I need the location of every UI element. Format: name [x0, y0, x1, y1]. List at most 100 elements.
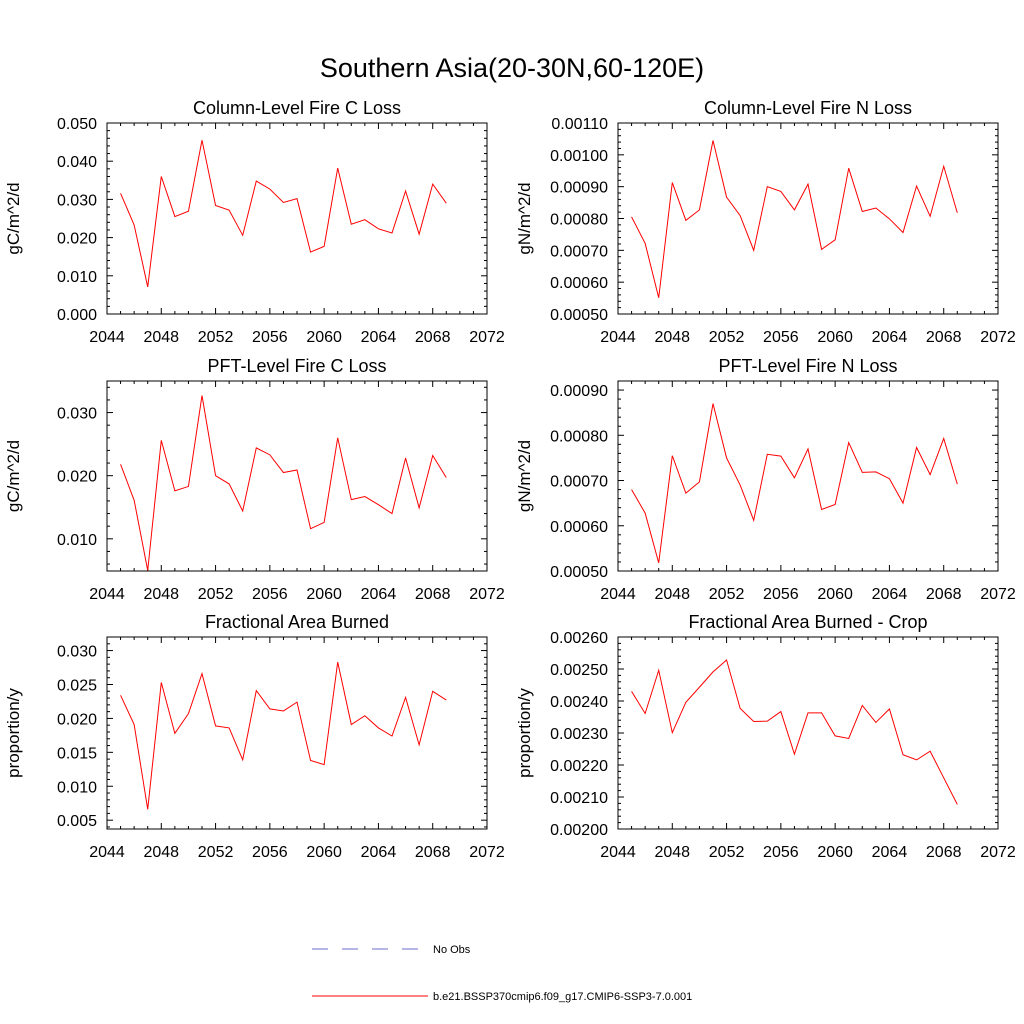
x-tick-label: 2064: [361, 329, 397, 346]
x-tick-label: 2068: [926, 844, 962, 861]
y-tick-label: 0.00260: [550, 630, 608, 647]
x-tick-label: 2044: [89, 586, 125, 603]
series-line: [631, 140, 958, 298]
x-tick-label: 2056: [763, 329, 799, 346]
y-tick-label: 0.00080: [550, 212, 608, 229]
y-tick-label: 0.00060: [550, 519, 608, 536]
x-tick-label: 2060: [817, 844, 853, 861]
y-tick-label: 0.020: [57, 711, 97, 728]
y-tick-label: 0.00070: [550, 243, 608, 260]
y-tick-label: 0.050: [57, 116, 97, 133]
y-tick-label: 0.010: [57, 532, 97, 549]
x-tick-label: 2052: [198, 844, 234, 861]
x-tick-label: 2044: [600, 329, 636, 346]
y-tick-label: 0.00100: [550, 148, 608, 165]
x-tick-label: 2060: [817, 329, 853, 346]
x-tick-label: 2048: [143, 844, 179, 861]
panel-title: Column-Level Fire N Loss: [704, 98, 912, 118]
x-tick-label: 2056: [252, 329, 288, 346]
y-tick-label: 0.005: [57, 813, 97, 830]
x-tick-label: 2068: [926, 586, 962, 603]
y-tick-label: 0.00090: [550, 383, 608, 400]
x-tick-label: 2072: [469, 586, 505, 603]
y-tick-label: 0.00250: [550, 662, 608, 679]
x-tick-label: 2072: [469, 329, 505, 346]
y-tick-label: 0.000: [57, 307, 97, 324]
y-tick-label: 0.010: [57, 269, 97, 286]
figure-title: Southern Asia(20-30N,60-120E): [320, 53, 704, 83]
legend: No Obs b.e21.BSSP370cmip6.f09_g17.CMIP6-…: [312, 944, 692, 1003]
x-tick-label: 2068: [415, 844, 451, 861]
x-tick-label: 2068: [415, 586, 451, 603]
y-tick-label: 0.00050: [550, 564, 608, 581]
y-tick-label: 0.00050: [550, 307, 608, 324]
x-tick-label: 2048: [143, 329, 179, 346]
y-axis-label: gC/m^2/d: [4, 182, 23, 254]
x-tick-label: 2072: [980, 844, 1016, 861]
x-tick-label: 2072: [469, 844, 505, 861]
x-tick-label: 2060: [306, 329, 342, 346]
x-tick-label: 2052: [709, 844, 745, 861]
y-tick-label: 0.030: [57, 406, 97, 423]
x-tick-label: 2048: [654, 586, 690, 603]
x-tick-label: 2044: [89, 329, 125, 346]
y-axis-label: proportion/y: [515, 688, 534, 778]
panel-column-level-fire-n-loss: Column-Level Fire N Loss gN/m^2/d 2044 2048…: [515, 98, 1016, 346]
x-tick-label: 2064: [872, 329, 908, 346]
x-tick-label: 2072: [980, 586, 1016, 603]
y-tick-label: 0.010: [57, 779, 97, 796]
panel-title: Column-Level Fire C Loss: [193, 98, 401, 118]
series-line: [120, 140, 447, 287]
series-line: [120, 661, 447, 810]
panel-title: Fractional Area Burned - Crop: [688, 612, 927, 632]
x-tick-label: 2052: [198, 586, 234, 603]
x-tick-label: 2052: [198, 329, 234, 346]
x-tick-label: 2044: [600, 586, 636, 603]
x-tick-label: 2064: [872, 844, 908, 861]
x-tick-label: 2056: [252, 844, 288, 861]
panel-fractional-area-burned: Fractional Area Burned proportion/y 2044 20…: [4, 612, 505, 861]
x-tick-label: 2044: [600, 844, 636, 861]
panel-title: PFT-Level Fire C Loss: [207, 356, 386, 376]
y-axis-label: gN/m^2/d: [515, 440, 534, 512]
x-tick-label: 2052: [709, 586, 745, 603]
y-tick-label: 0.040: [57, 154, 97, 171]
y-tick-label: 0.030: [57, 192, 97, 209]
y-tick-label: 0.015: [57, 745, 97, 762]
x-tick-label: 2064: [361, 844, 397, 861]
x-tick-label: 2052: [709, 329, 745, 346]
panel-title: Fractional Area Burned: [205, 612, 389, 632]
y-tick-label: 0.025: [57, 677, 97, 694]
x-tick-label: 2060: [817, 586, 853, 603]
y-tick-label: 0.00060: [550, 275, 608, 292]
panel-title: PFT-Level Fire N Loss: [718, 356, 897, 376]
y-axis-label: proportion/y: [4, 688, 23, 778]
y-tick-label: 0.00070: [550, 474, 608, 491]
x-tick-label: 2064: [872, 586, 908, 603]
y-tick-label: 0.00220: [550, 758, 608, 775]
y-tick-label: 0.020: [57, 231, 97, 248]
x-tick-label: 2048: [143, 586, 179, 603]
panel-fractional-area-burned-crop: Fractional Area Burned - Crop proportion/…: [515, 612, 1016, 861]
x-tick-label: 2060: [306, 586, 342, 603]
x-tick-label: 2072: [980, 329, 1016, 346]
x-tick-label: 2060: [306, 844, 342, 861]
series-line: [631, 403, 958, 563]
y-tick-label: 0.00230: [550, 726, 608, 743]
panels: Column-Level Fire C Loss gC/m^2/d 2044 2048…: [4, 98, 1016, 861]
series-line: [631, 659, 958, 805]
y-tick-label: 0.00090: [550, 180, 608, 197]
y-tick-label: 0.00240: [550, 694, 608, 711]
x-tick-label: 2056: [763, 586, 799, 603]
x-tick-label: 2068: [415, 329, 451, 346]
panel-pft-level-fire-n-loss: PFT-Level Fire N Loss gN/m^2/d 2044 2048 205…: [515, 356, 1016, 603]
y-tick-label: 0.020: [57, 469, 97, 486]
legend-label-no-obs: No Obs: [433, 944, 471, 956]
x-tick-label: 2044: [89, 844, 125, 861]
x-tick-label: 2048: [654, 329, 690, 346]
y-tick-label: 0.030: [57, 644, 97, 661]
y-tick-label: 0.00110: [551, 116, 608, 133]
legend-label-model-run: b.e21.BSSP370cmip6.f09_g17.CMIP6-SSP3-7.…: [433, 991, 692, 1003]
